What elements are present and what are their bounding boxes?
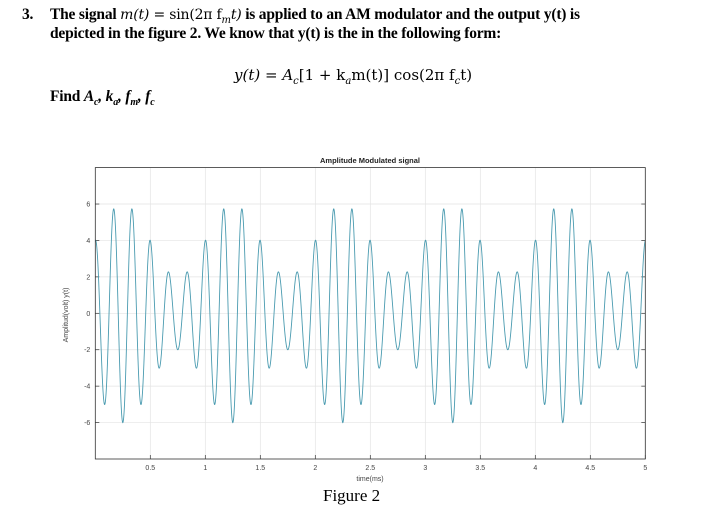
x-tick-label: 1.5 [255,465,265,472]
am-signal-chart: Amplitude Modulated signal time(ms) Ampl… [63,156,647,483]
x-tick-label: 1 [203,465,207,472]
f-lhs: y(t) = [234,66,283,84]
x-tick-label: 0.5 [145,465,155,472]
x-tick-label: 5 [643,465,647,472]
question-line-1: The signal m(t) = sin(2π fmt) is applied… [50,6,580,26]
x-tick-label: 4 [533,465,537,472]
t: a [113,97,118,109]
plot-frame [94,167,646,460]
f-end: t) [460,66,473,84]
m-end: t) [230,7,242,23]
t: c [150,97,155,109]
text: is applied to an AM modulator and the ou… [241,6,580,23]
y-axis-label: Amplitud(volt) y(t) [63,288,70,343]
text: The signal [50,6,117,23]
t: m [130,97,138,109]
m-definition: m(t) = sin(2π fmt) [120,7,242,26]
question-line-2: depicted in the figure 2. We know that y… [50,25,502,42]
formula: y(t) = Ac[1 + kam(t)] cos(2π fct) [234,66,472,87]
question-number: 3. [22,6,34,23]
x-tick-label: 2.5 [365,465,375,472]
t: , f [137,88,151,105]
f-mid2: m(t)] cos(2π f [351,66,455,84]
t: , k [98,88,114,105]
y-tick-label: -4 [84,384,90,391]
m-sub: m [221,14,232,26]
y-tick-label: -2 [84,347,90,354]
x-tick-label: 3.5 [475,465,485,472]
f-mid: [1 + k [298,66,346,84]
y-tick-label: -6 [84,420,90,427]
chart-title: Amplitude Modulated signal [320,156,420,165]
x-tick-label: 3 [423,465,427,472]
find-line: Find Ac, ka, fm, fc [50,88,155,109]
f-A: A [282,66,294,84]
y-tick-label: 0 [86,311,90,318]
y-tick-label: 2 [86,274,90,281]
t: A [83,88,95,105]
f-fsub: c [454,76,461,87]
m-label: m(t) = [120,7,170,23]
y-tick-label: 4 [86,238,90,245]
f-Asub: c [293,76,299,87]
x-tick-label: 4.5 [585,465,595,472]
figure-caption: Figure 2 [323,486,381,505]
signal-line [94,208,646,424]
x-tick-label: 2 [313,465,317,472]
y-tick-label: 6 [86,202,90,209]
find-label: Find [50,88,84,105]
m-func: sin(2π f [169,7,222,23]
x-axis-label: time(ms) [356,476,383,483]
t: c [94,97,99,109]
f-ksub: a [345,76,352,87]
t: , f [118,88,131,105]
